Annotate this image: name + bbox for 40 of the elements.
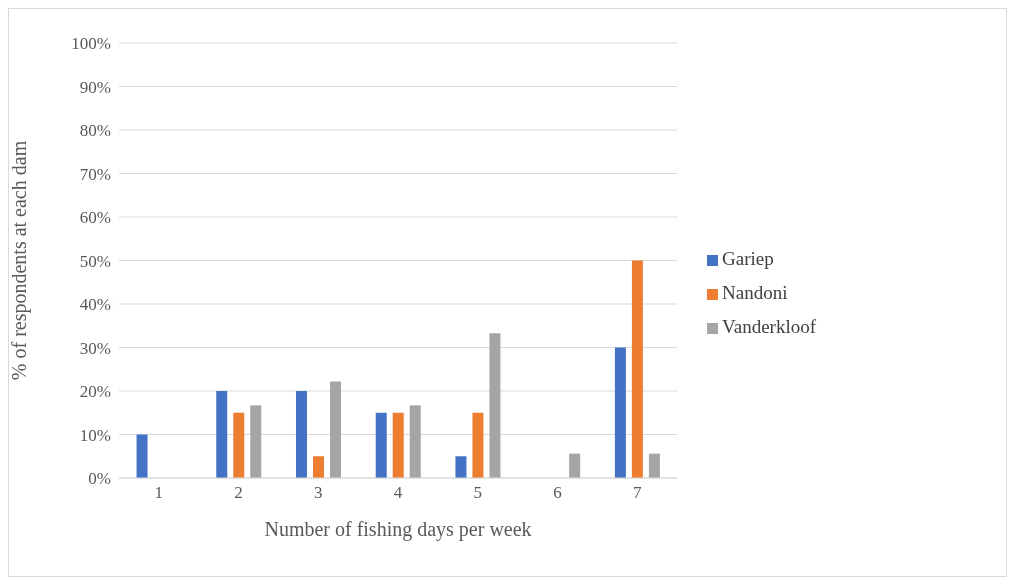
y-tick-label: 90%	[79, 77, 111, 97]
bar	[569, 453, 581, 478]
y-tick-label: 0%	[88, 469, 111, 489]
y-tick-label: 100%	[71, 34, 111, 54]
legend-label: Vanderkloof	[722, 315, 816, 337]
legend-label: Gariep	[722, 247, 774, 269]
bar	[392, 412, 404, 478]
bar	[136, 434, 148, 478]
bar	[409, 405, 421, 478]
y-tick-label: 10%	[79, 425, 111, 445]
x-tick-label: 2	[234, 483, 243, 503]
legend-label: Nandoni	[722, 281, 788, 303]
bar	[614, 347, 626, 478]
bar	[648, 453, 660, 478]
bar	[250, 405, 262, 478]
bar	[472, 412, 484, 478]
y-tick-label: 30%	[79, 338, 111, 358]
bar	[312, 456, 324, 478]
x-axis-title: Number of fishing days per week	[264, 518, 532, 541]
bar	[216, 391, 228, 478]
bar	[375, 412, 387, 478]
x-tick-label: 1	[154, 483, 164, 503]
x-tick-label: 7	[632, 483, 642, 503]
x-tick-label: 4	[393, 483, 403, 503]
bar	[329, 381, 341, 478]
y-tick-label: 20%	[79, 382, 111, 402]
y-axis-title: % of respondents at each dam	[8, 140, 32, 381]
bar	[455, 456, 467, 478]
bar	[631, 260, 643, 478]
x-tick-label: 6	[553, 483, 562, 503]
y-tick-label: 60%	[79, 208, 111, 228]
bar	[295, 391, 307, 478]
bar	[233, 412, 245, 478]
x-tick-label: 3	[314, 483, 323, 503]
y-tick-label: 70%	[79, 164, 111, 184]
y-tick-label: 50%	[79, 251, 111, 271]
x-tick-label: 5	[473, 483, 483, 503]
bar	[489, 333, 501, 478]
y-tick-label: 80%	[79, 121, 111, 141]
y-tick-label: 40%	[79, 295, 111, 315]
